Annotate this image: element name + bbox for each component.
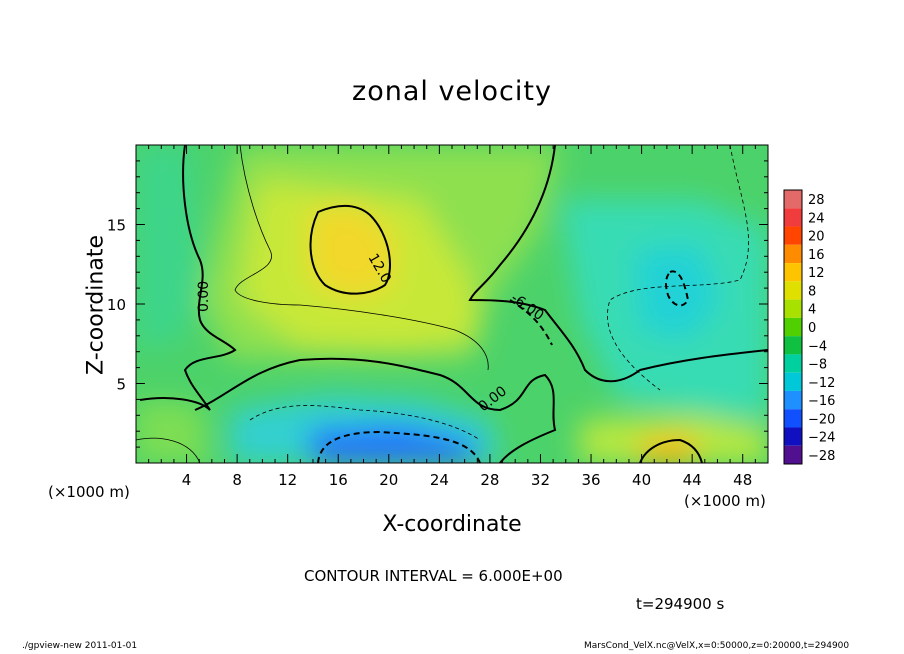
colorbar-label: 12 — [808, 266, 825, 281]
x-tick-label: 48 — [733, 471, 752, 489]
x-tick-label: 28 — [480, 471, 499, 489]
field-region-left-bottom — [136, 400, 210, 463]
field-region-right-core — [635, 245, 720, 340]
colorbar-swatch — [784, 299, 802, 318]
colorbar-swatch — [784, 226, 802, 245]
x-tick-label: 32 — [531, 471, 550, 489]
x-tick-label: 24 — [430, 471, 449, 489]
colorbar-label: 8 — [808, 284, 816, 299]
colorbar-swatch — [784, 336, 802, 355]
footer-right: MarsCond_VelX.nc@VelX,x=0:50000,z=0:2000… — [584, 641, 850, 651]
contour-line-zero-right — [468, 145, 768, 383]
field-region-bottom-right-core — [640, 435, 700, 463]
contour-line-neg6-right — [664, 270, 690, 307]
contour-line-twelve — [309, 205, 391, 295]
x-unit-left: (×1000 m) — [48, 483, 130, 501]
time-label: t=294900 s — [636, 595, 725, 613]
colorbar-swatch — [784, 244, 802, 264]
y-tick-label: 10 — [107, 296, 126, 314]
colorbar-label: 0 — [808, 321, 816, 336]
colorbar: 28 24 20 16 12 8 4 0 −4 −8 −12 −16 −20 −24 −28 — [783, 189, 835, 465]
chart-title: zonal velocity — [352, 76, 552, 107]
colorbar-label: 28 — [808, 193, 825, 208]
contour-line-warm-bottom-right — [639, 438, 703, 463]
colorbar-swatch — [784, 372, 802, 391]
x-tick-label: 20 — [379, 471, 398, 489]
colorbar-swatch — [784, 263, 802, 282]
colorbar-swatch — [784, 354, 802, 373]
colorbar-frame — [783, 189, 803, 465]
field-region-core — [310, 205, 395, 298]
x-tick-label: 12 — [278, 471, 297, 489]
contour-line-zero-left — [139, 145, 237, 411]
colorbar-swatch — [784, 427, 802, 446]
colorbar-label: −24 — [808, 431, 835, 446]
colorbar-label: −16 — [808, 394, 835, 409]
contour-line-zero-mid — [194, 357, 557, 463]
x-tick-label: 16 — [329, 471, 348, 489]
contour-line-neg6-mid — [509, 299, 553, 346]
colorbar-swatch — [784, 317, 802, 337]
colorbar-swatch — [784, 208, 802, 227]
contour-line-pos6-thin — [234, 145, 489, 371]
y-tick-label: 5 — [116, 376, 126, 394]
colorbar-swatch — [784, 445, 802, 464]
colorbar-label: 4 — [808, 303, 816, 318]
colorbar-swatch — [784, 190, 802, 209]
colorbar-label: 20 — [808, 230, 825, 245]
x-tick-label: 36 — [581, 471, 600, 489]
colorbar-swatch — [784, 281, 802, 300]
colorbar-label: −12 — [808, 376, 835, 391]
colorbar-swatch — [784, 390, 802, 410]
field-region-bottom-core — [310, 425, 480, 463]
colorbar-label: −8 — [808, 358, 827, 373]
colorbar-label: −28 — [808, 449, 835, 464]
colorbar-label: −4 — [808, 339, 827, 354]
colorbar-label: 24 — [808, 211, 825, 226]
contour-lines — [136, 145, 768, 463]
footer-left: ./gpview-new 2011-01-01 — [22, 641, 138, 651]
contour-label-zero-left: 0.00 — [196, 281, 212, 312]
contour-line-neg6-bottom — [317, 430, 481, 463]
contour-line-neg6-thin-bottom — [249, 405, 481, 441]
contour-interval-note: CONTOUR INTERVAL = 6.000E+00 — [304, 567, 563, 585]
x-tick-label: 4 — [182, 471, 192, 489]
x-tick-label: 40 — [632, 471, 651, 489]
colorbar-label: 16 — [808, 248, 825, 263]
x-unit-right: (×1000 m) — [684, 492, 766, 510]
x-axis-label: X-coordinate — [382, 512, 522, 537]
y-tick-label: 15 — [107, 217, 126, 235]
x-tick-label: 44 — [683, 471, 702, 489]
contour-line-pos6-left — [136, 437, 201, 463]
x-tick-label: 8 — [232, 471, 242, 489]
colorbar-label: −20 — [808, 412, 835, 427]
velocity-field: 12.0 0.00 -6.00 0.00 — [136, 145, 768, 463]
colorbar-swatch — [784, 409, 802, 428]
